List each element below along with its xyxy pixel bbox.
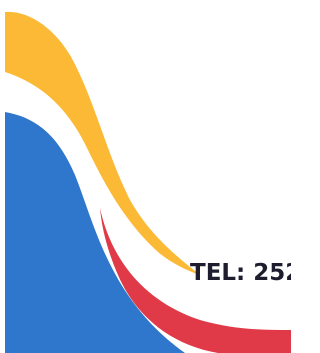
page: TEL: 252 (() => { const data = JSON.pars…	[0, 0, 291, 353]
phone-text: TEL: 252	[190, 260, 291, 286]
logo: TEL: 252	[0, 0, 291, 353]
